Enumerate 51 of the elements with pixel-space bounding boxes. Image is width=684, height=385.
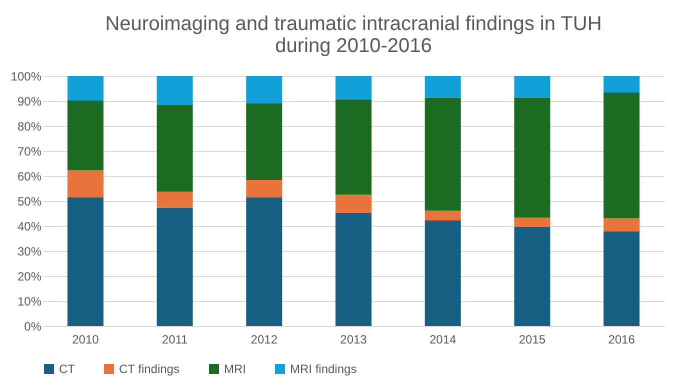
bar [424,210,461,220]
y-tick-label: 20% [17,270,42,284]
bar [246,198,282,326]
bar [246,180,282,198]
x-tick-label: 2015 [518,332,546,346]
bar [156,105,193,192]
y-tick-label: 50% [17,194,42,208]
legend-label: MRI [224,362,246,376]
bar [514,76,550,98]
y-tick-label: 70% [17,144,42,158]
bar [336,99,372,194]
bar [67,100,104,170]
bar [67,170,104,198]
bar [514,218,550,227]
legend-label: MRI findings [290,362,357,376]
bar [336,212,372,326]
bar [156,192,193,208]
bar [156,76,193,105]
chart-title: Neuroimaging and traumatic intracranial findings in TUH during 2010-2016 [105,13,602,57]
y-tick-label: 80% [17,120,42,134]
legend-label: CT [59,362,76,376]
bar [604,218,640,232]
bar [246,76,282,104]
y-tick-label: 10% [17,294,42,308]
bar [424,98,461,210]
legend-label: CT findings [119,362,180,376]
bar [246,104,282,180]
y-tick-label: 90% [17,94,42,108]
x-tick-label: 2016 [608,332,636,346]
y-tick-label: 0% [24,320,42,334]
bar [67,198,104,326]
bar [604,92,640,218]
bar [604,76,640,92]
bar [514,227,550,326]
x-tick-label: 2014 [430,332,457,346]
bar [424,76,461,98]
x-tick-label: 2013 [340,332,368,346]
x-tick-label: 2010 [72,332,100,346]
bar [424,220,461,326]
bar [156,208,193,326]
bar [67,76,104,100]
bar [604,232,640,326]
x-tick-label: 2012 [250,332,278,346]
x-tick-label: 2011 [162,332,188,346]
y-tick-label: 60% [17,170,42,184]
bar [336,76,372,100]
bar [336,194,372,213]
y-tick-label: 100% [10,70,42,84]
y-tick-label: 40% [17,220,42,234]
y-tick-label: 30% [17,244,42,258]
bar [514,98,550,218]
